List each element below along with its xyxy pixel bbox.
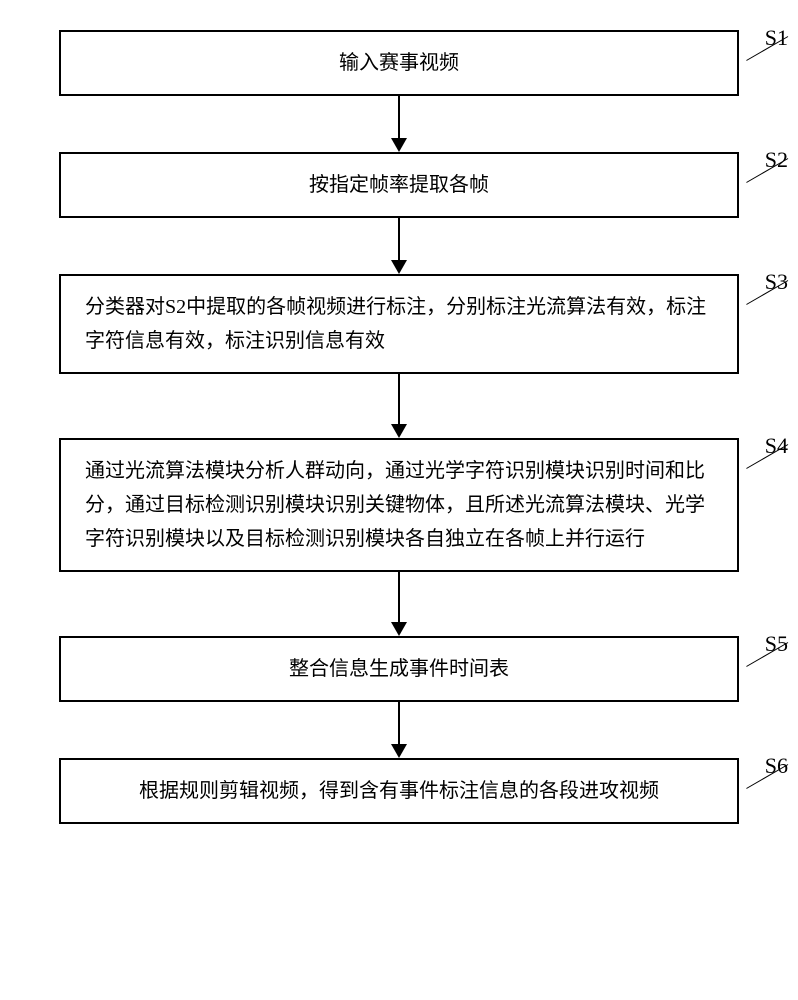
step-s6: 根据规则剪辑视频，得到含有事件标注信息的各段进攻视频S6 — [20, 758, 778, 824]
arrow-down-icon — [391, 702, 407, 758]
step-s4: 通过光流算法模块分析人群动向，通过光学字符识别模块识别时间和比分，通过目标检测识… — [20, 438, 778, 572]
step-box: 输入赛事视频 — [59, 30, 739, 96]
arrow-down-icon — [391, 572, 407, 636]
arrow-down-icon — [391, 374, 407, 438]
step-s5: 整合信息生成事件时间表S5 — [20, 636, 778, 702]
step-box: 整合信息生成事件时间表 — [59, 636, 739, 702]
step-box: 分类器对S2中提取的各帧视频进行标注，分别标注光流算法有效，标注字符信息有效，标… — [59, 274, 739, 374]
arrow-down-icon — [391, 96, 407, 152]
step-box: 根据规则剪辑视频，得到含有事件标注信息的各段进攻视频 — [59, 758, 739, 824]
step-box: 通过光流算法模块分析人群动向，通过光学字符识别模块识别时间和比分，通过目标检测识… — [59, 438, 739, 572]
step-s2: 按指定帧率提取各帧S2 — [20, 152, 778, 218]
arrow-down-icon — [391, 218, 407, 274]
step-s3: 分类器对S2中提取的各帧视频进行标注，分别标注光流算法有效，标注字符信息有效，标… — [20, 274, 778, 374]
step-box: 按指定帧率提取各帧 — [59, 152, 739, 218]
flowchart-container: 输入赛事视频S1 按指定帧率提取各帧S2 分类器对S2中提取的各帧视频进行标注，分别… — [20, 30, 778, 824]
step-s1: 输入赛事视频S1 — [20, 30, 778, 96]
